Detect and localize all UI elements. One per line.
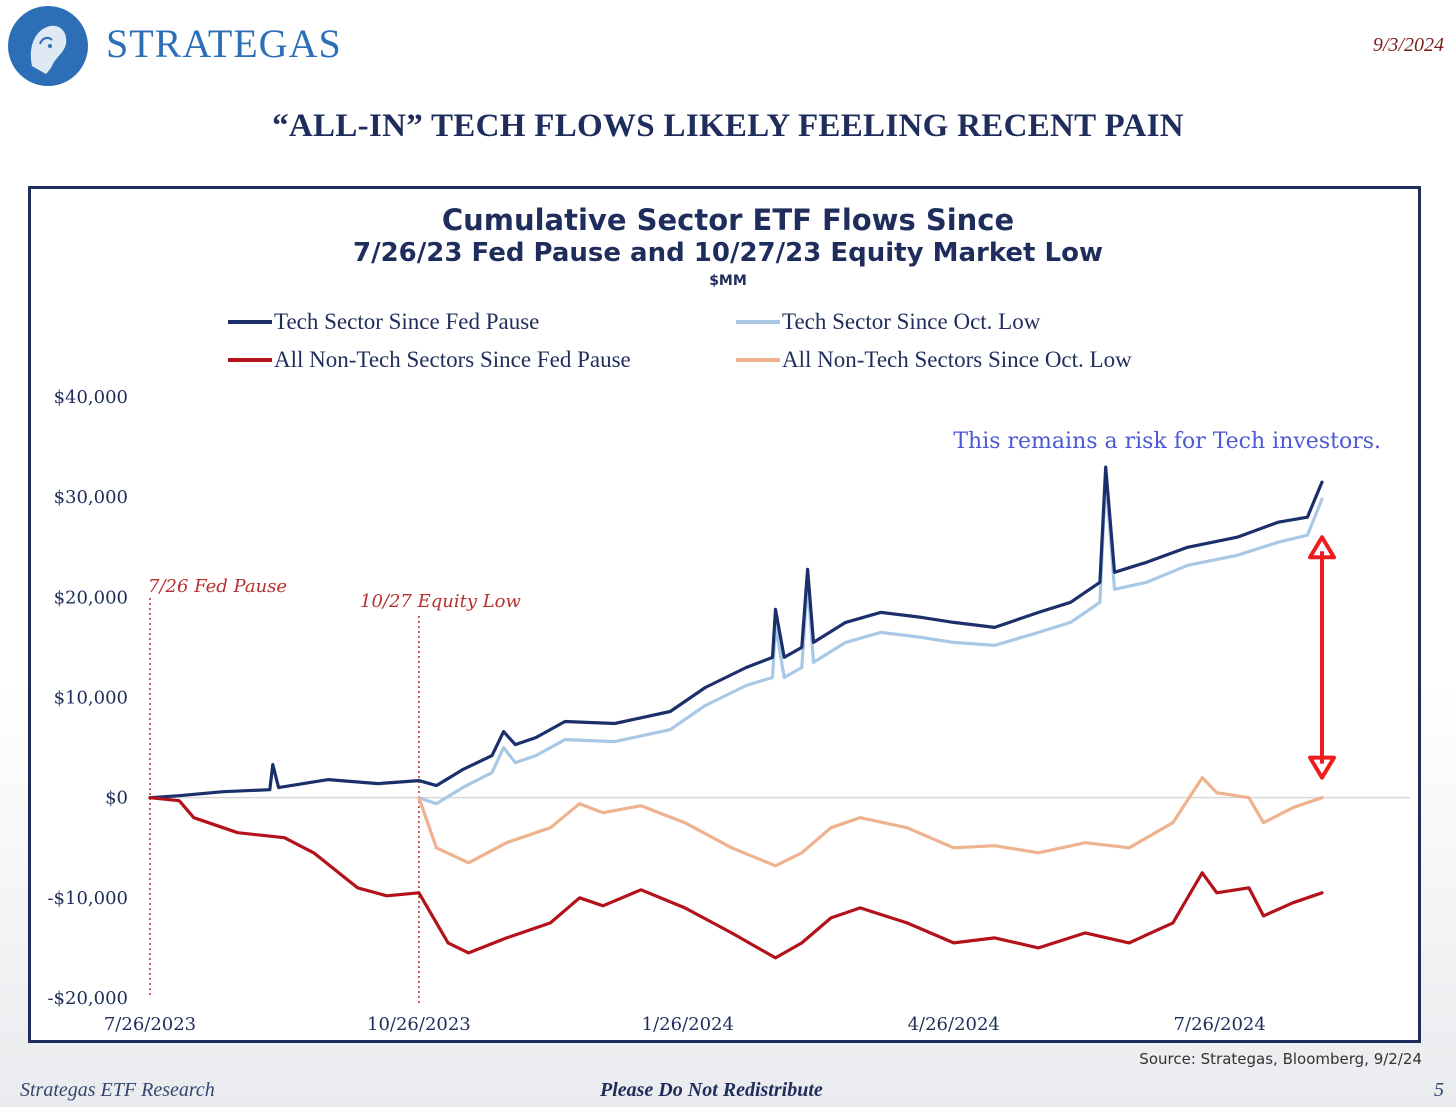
y-tick-label: -$10,000 bbox=[47, 888, 128, 909]
legend-item-tech-oct: Tech Sector Since Oct. Low bbox=[736, 309, 1040, 335]
chart-frame bbox=[28, 186, 1421, 1043]
legend-swatch bbox=[228, 358, 272, 362]
strategas-logo bbox=[8, 6, 88, 86]
y-tick-label: $0 bbox=[105, 788, 128, 809]
equity-low-label: 10/27 Equity Low bbox=[360, 591, 522, 612]
footer-redistribute-notice: Please Do Not Redistribute bbox=[600, 1079, 823, 1101]
y-tick-label: $10,000 bbox=[54, 688, 128, 709]
x-tick-label: 1/26/2024 bbox=[642, 1014, 734, 1035]
legend-label: Tech Sector Since Oct. Low bbox=[782, 309, 1041, 334]
y-tick-label: $20,000 bbox=[54, 587, 128, 608]
brand-name: STRATEGAS bbox=[106, 21, 342, 66]
slide-title: “ALL-IN” TECH FLOWS LIKELY FEELING RECEN… bbox=[272, 108, 1184, 144]
risk-note: This remains a risk for Tech investors. bbox=[953, 429, 1381, 454]
chart-title: Cumulative Sector ETF Flows Since bbox=[441, 203, 1015, 237]
legend-item-nontech-fed: All Non-Tech Sectors Since Fed Pause bbox=[228, 347, 631, 373]
legend-swatch bbox=[228, 320, 272, 324]
legend-label: All Non-Tech Sectors Since Fed Pause bbox=[274, 347, 631, 372]
report-date: 9/3/2024 bbox=[1372, 34, 1444, 56]
fed-pause-label: 7/26 Fed Pause bbox=[148, 576, 287, 597]
x-tick-label: 7/26/2024 bbox=[1174, 1014, 1266, 1035]
series-line-nontech-fed bbox=[148, 796, 1324, 960]
legend-swatch bbox=[736, 358, 780, 362]
legend-item-tech-fed: Tech Sector Since Fed Pause bbox=[228, 309, 539, 335]
y-tick-label: -$20,000 bbox=[47, 988, 128, 1009]
page-number: 5 bbox=[1434, 1079, 1444, 1101]
footer-research-label: Strategas ETF Research bbox=[20, 1079, 215, 1101]
legend-swatch bbox=[736, 320, 780, 324]
y-tick-label: $30,000 bbox=[54, 487, 128, 508]
series-line-tech-fed bbox=[148, 465, 1324, 800]
y-tick-label: $40,000 bbox=[54, 387, 128, 408]
legend-label: All Non-Tech Sectors Since Oct. Low bbox=[782, 347, 1132, 372]
source-note: Source: Strategas, Bloomberg, 9/2/24 bbox=[1139, 1050, 1422, 1068]
series-line-tech-oct bbox=[417, 475, 1324, 806]
legend-item-nontech-oct: All Non-Tech Sectors Since Oct. Low bbox=[736, 347, 1132, 373]
x-tick-label: 10/26/2023 bbox=[367, 1014, 471, 1035]
legend-label: Tech Sector Since Fed Pause bbox=[274, 309, 540, 334]
series-line-nontech-oct bbox=[417, 775, 1324, 868]
chart-subtitle: 7/26/23 Fed Pause and 10/27/23 Equity Ma… bbox=[352, 238, 1103, 268]
gap-arrow-head-bottom bbox=[1308, 755, 1336, 780]
gap-arrow-head-top bbox=[1308, 535, 1336, 560]
x-tick-label: 7/26/2023 bbox=[104, 1014, 196, 1035]
chart-unit: $MM bbox=[709, 273, 747, 289]
x-tick-label: 4/26/2024 bbox=[908, 1014, 1000, 1035]
